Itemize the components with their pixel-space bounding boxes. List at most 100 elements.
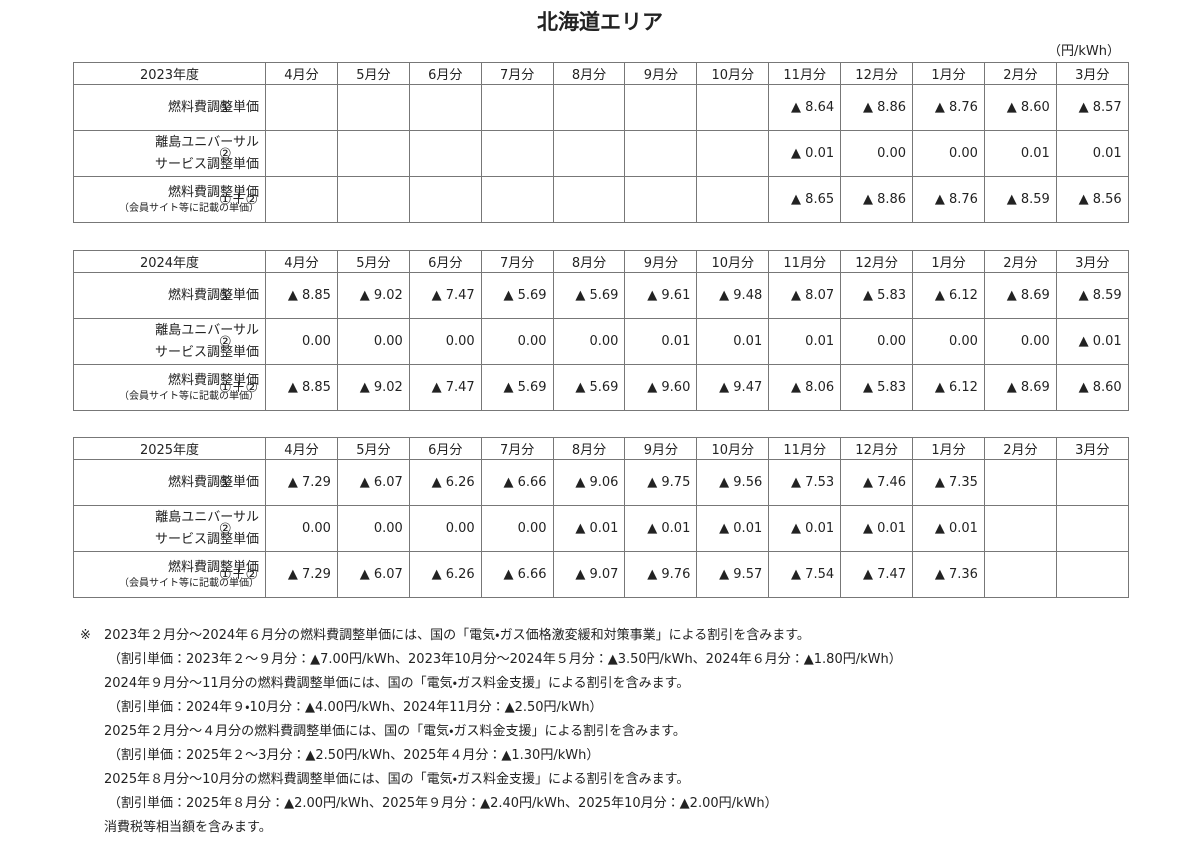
empty-cell — [552, 130, 626, 177]
value-cell: ▲ 5.83 — [840, 272, 914, 319]
value-cell: ▲ 8.57 — [1055, 84, 1129, 131]
month-header: 6月分 — [408, 437, 482, 460]
month-header: 3月分 — [1055, 62, 1129, 85]
value-cell: ▲ 6.12 — [912, 272, 985, 319]
month-header: 3月分 — [1055, 437, 1129, 460]
month-header: 9月分 — [624, 62, 698, 85]
value-cell: ▲ 6.26 — [408, 459, 482, 506]
row-label: 燃料費調整単価 （会員サイト等に記載の単価） ①＋② — [73, 364, 266, 411]
value-cell: ▲ 8.60 — [1055, 364, 1129, 411]
label-line: サービス調整単価 — [154, 531, 259, 547]
value-cell: ▲ 8.69 — [983, 364, 1057, 411]
value-cell: 0.01 — [696, 318, 770, 365]
month-header: 12月分 — [840, 437, 914, 460]
value-cell: 0.01 — [983, 130, 1057, 177]
year-header: 2025年度 — [73, 437, 266, 460]
value-cell: ▲ 8.76 — [912, 84, 985, 131]
month-header: 5月分 — [336, 62, 410, 85]
year-header: 2023年度 — [73, 62, 266, 85]
data-row: 離島ユニバーサル サービス調整単価 ② ▲ 0.01 0.00 0.00 0.01 0.01 — [73, 130, 1129, 177]
data-row: 燃料費調整単価 （会員サイト等に記載の単価） ①＋② ▲ 8.65 ▲ 8.86 ▲ 8.… — [73, 176, 1129, 223]
label-line: サービス調整単価 — [154, 156, 259, 172]
month-header: 1月分 — [912, 250, 985, 273]
value-cell: ▲ 8.85 — [265, 272, 338, 319]
data-row: 離島ユニバーサル サービス調整単価 ② 0.00 0.00 0.00 0.00 ▲ 0.01 ▲… — [73, 505, 1129, 552]
value-cell: 0.00 — [552, 318, 626, 365]
empty-cell — [480, 84, 554, 131]
note-line: （割引単価：2025年８月分：▲2.00円/kWh、2025年９月分：▲2.40… — [108, 796, 778, 811]
month-header: 10月分 — [696, 62, 770, 85]
month-header: 11月分 — [768, 437, 842, 460]
month-header: 12月分 — [840, 62, 914, 85]
value-cell: 0.01 — [1055, 130, 1129, 177]
value-cell: ▲ 5.69 — [552, 272, 626, 319]
value-cell: ▲ 0.01 — [696, 505, 770, 552]
value-cell: ▲ 6.26 — [408, 551, 482, 598]
value-cell: ▲ 0.01 — [768, 130, 842, 177]
value-cell: ▲ 0.01 — [552, 505, 626, 552]
note-line: 2025年８月分～10月分の燃料費調整単価には、国の「電気・ガス料金支援」による… — [104, 772, 690, 787]
month-header: 10月分 — [696, 250, 770, 273]
empty-cell — [696, 176, 770, 223]
month-header: 4月分 — [265, 437, 338, 460]
month-header: 5月分 — [336, 250, 410, 273]
empty-cell — [265, 84, 338, 131]
empty-cell — [552, 84, 626, 131]
month-header: 12月分 — [840, 250, 914, 273]
data-row: 燃料費調整単価 ① ▲ 8.85 ▲ 9.02 ▲ 7.47 ▲ 5.69 ▲ 5.69 ▲ … — [73, 272, 1129, 319]
value-cell: ▲ 0.01 — [624, 505, 698, 552]
value-cell: ▲ 7.35 — [912, 459, 985, 506]
value-cell: 0.00 — [983, 318, 1057, 365]
row-label: 燃料費調整単価 （会員サイト等に記載の単価） ①＋② — [73, 551, 266, 598]
note-line: （割引単価：2025年２～3月分：▲2.50円/kWh、2025年４月分：▲1.… — [108, 748, 600, 763]
value-cell: ▲ 9.56 — [696, 459, 770, 506]
value-cell: ▲ 8.76 — [912, 176, 985, 223]
label-line: 燃料費調整単価 — [167, 287, 259, 303]
label-line: 燃料費調整単価 — [167, 559, 259, 575]
value-cell: 0.00 — [336, 505, 410, 552]
label-note: （会員サイト等に記載の単価） — [119, 390, 259, 402]
value-cell: ▲ 9.57 — [696, 551, 770, 598]
value-cell: 0.00 — [480, 318, 554, 365]
value-cell: ▲ 9.07 — [552, 551, 626, 598]
value-cell: ▲ 8.07 — [768, 272, 842, 319]
month-header: 6月分 — [408, 250, 482, 273]
value-cell: ▲ 8.06 — [768, 364, 842, 411]
value-cell: ▲ 7.46 — [840, 459, 914, 506]
data-row: 燃料費調整単価 ① ▲ 7.29 ▲ 6.07 ▲ 6.26 ▲ 6.66 ▲ 9.06 ▲ … — [73, 459, 1129, 506]
note-mark: ※ — [80, 628, 91, 643]
value-cell: 0.00 — [840, 318, 914, 365]
value-cell: 0.00 — [840, 130, 914, 177]
value-cell: 0.01 — [768, 318, 842, 365]
value-cell: ▲ 6.07 — [336, 459, 410, 506]
row-marker: ② — [219, 333, 232, 350]
month-header: 7月分 — [480, 250, 554, 273]
label-note: （会員サイト等に記載の単価） — [119, 577, 259, 589]
month-header: 7月分 — [480, 437, 554, 460]
note-line: 消費税等相当額を含みます。 — [104, 820, 272, 835]
value-cell: ▲ 7.47 — [408, 364, 482, 411]
row-marker: ①＋② — [219, 566, 259, 583]
month-header: 1月分 — [912, 62, 985, 85]
label-line: 離島ユニバーサル — [155, 134, 259, 150]
empty-cell — [696, 84, 770, 131]
empty-cell — [624, 176, 698, 223]
note-line: （割引単価：2023年２～９月分：▲7.00円/kWh、2023年10月分～20… — [108, 652, 902, 667]
row-marker: ① — [219, 287, 232, 304]
empty-cell — [408, 176, 482, 223]
month-header: 3月分 — [1055, 250, 1129, 273]
header-row: 2025年度 4月分 5月分 6月分 7月分 8月分 9月分 10月分 11月分 12月分 1月分 2… — [73, 437, 1129, 460]
value-cell: ▲ 9.02 — [336, 272, 410, 319]
month-header: 9月分 — [624, 437, 698, 460]
label-line: サービス調整単価 — [154, 344, 259, 360]
month-header: 8月分 — [552, 437, 626, 460]
empty-cell — [336, 84, 410, 131]
fee-table: 2023年度 4月分 5月分 6月分 7月分 8月分 9月分 10月分 11月分 12月分 1月分 2… — [73, 62, 1129, 223]
fee-table: 2024年度 4月分 5月分 6月分 7月分 8月分 9月分 10月分 11月分 12月分 1月分 2… — [73, 250, 1129, 411]
row-marker: ①＋② — [219, 379, 259, 396]
row-label: 離島ユニバーサル サービス調整単価 ② — [73, 318, 266, 365]
value-cell: ▲ 7.47 — [840, 551, 914, 598]
value-cell: ▲ 6.66 — [480, 459, 554, 506]
month-header: 6月分 — [408, 62, 482, 85]
month-header: 2月分 — [983, 62, 1057, 85]
